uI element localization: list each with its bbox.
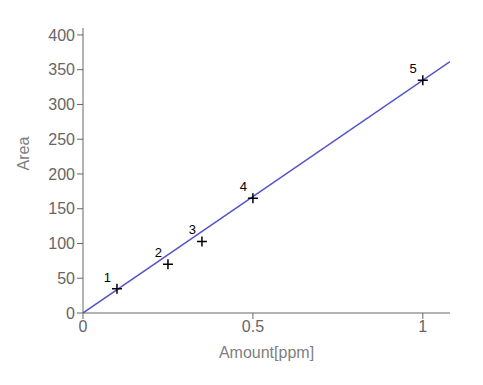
svg-text:0: 0 bbox=[66, 305, 75, 322]
svg-text:4: 4 bbox=[240, 179, 247, 194]
svg-text:250: 250 bbox=[48, 131, 75, 148]
svg-text:5: 5 bbox=[410, 61, 417, 76]
svg-text:150: 150 bbox=[48, 200, 75, 217]
svg-text:300: 300 bbox=[48, 96, 75, 113]
svg-text:1: 1 bbox=[104, 270, 111, 285]
svg-text:Area: Area bbox=[15, 137, 32, 171]
svg-text:0.5: 0.5 bbox=[242, 318, 264, 335]
svg-text:Amount[ppm]: Amount[ppm] bbox=[219, 344, 314, 361]
svg-text:50: 50 bbox=[57, 270, 75, 287]
svg-text:400: 400 bbox=[48, 27, 75, 44]
svg-text:350: 350 bbox=[48, 61, 75, 78]
svg-text:100: 100 bbox=[48, 235, 75, 252]
svg-text:3: 3 bbox=[189, 222, 196, 237]
svg-text:1: 1 bbox=[418, 318, 427, 335]
svg-text:2: 2 bbox=[155, 245, 162, 260]
svg-text:200: 200 bbox=[48, 166, 75, 183]
svg-text:0: 0 bbox=[79, 318, 88, 335]
